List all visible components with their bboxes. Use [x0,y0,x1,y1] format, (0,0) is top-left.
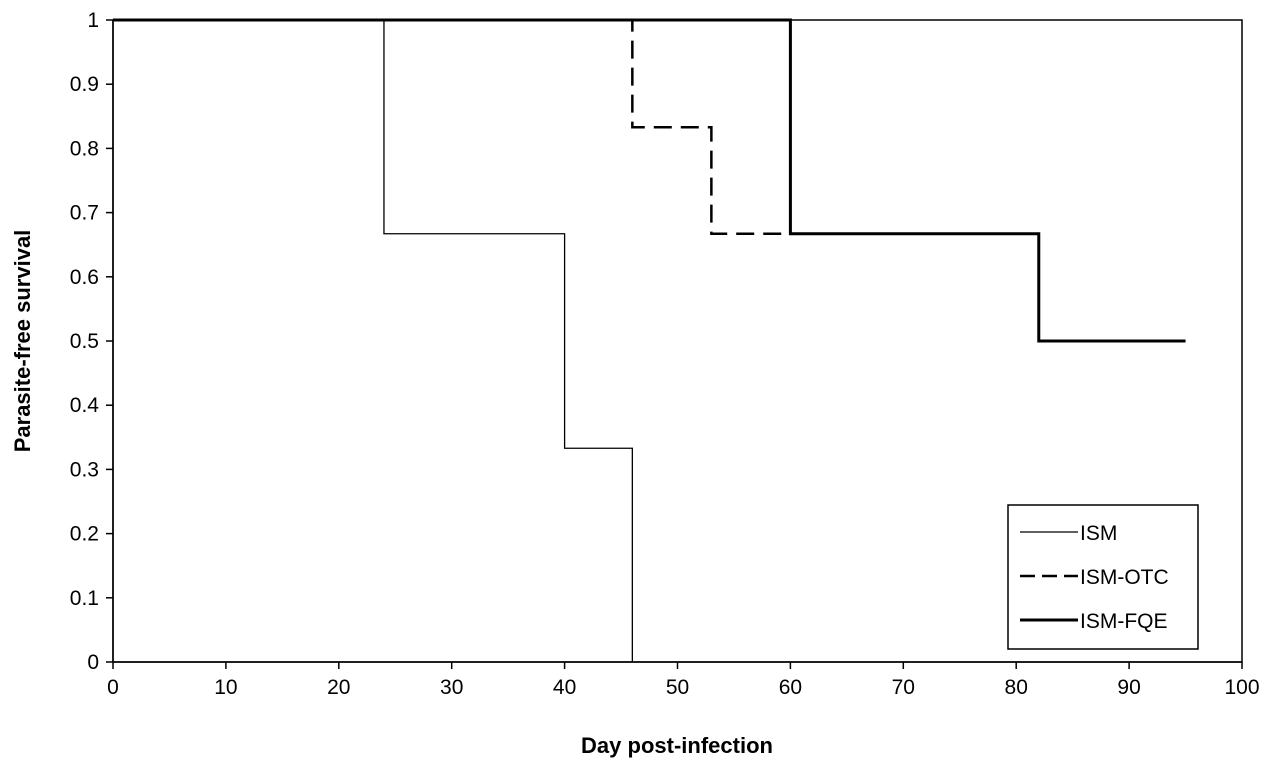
y-tick-label: 0.9 [70,73,99,96]
x-tick-label: 50 [666,676,689,699]
x-tick-label: 100 [1224,676,1259,699]
x-tick-label: 20 [327,676,350,699]
y-axis-title: Parasite-free survival [10,230,35,453]
series-layer [113,18,1186,662]
x-ticks: 0 10 20 30 40 50 60 70 80 90 100 [107,662,1260,699]
y-tick-label: 1 [87,9,99,32]
x-tick-label: 30 [440,676,463,699]
y-tick-label: 0.6 [70,266,99,289]
x-tick-label: 60 [779,676,802,699]
x-tick-label: 80 [1005,676,1028,699]
y-tick-label: 0.5 [70,330,99,353]
x-axis-title: Day post-infection [581,733,773,758]
x-tick-label: 70 [892,676,915,699]
legend-label: ISM [1080,522,1117,545]
y-ticks: 0 0.1 0.2 0.3 0.4 0.5 0.6 0.7 0.8 0.9 1 [70,9,113,674]
x-tick-label: 10 [214,676,237,699]
y-tick-label: 0 [87,651,99,674]
y-tick-label: 0.2 [70,523,99,546]
x-tick-label: 90 [1117,676,1140,699]
series-line-ism [113,19,633,662]
y-tick-label: 0.3 [70,458,99,481]
y-tick-label: 0.1 [70,587,99,610]
legend: ISM ISM-OTC ISM-FQE [1007,504,1199,650]
y-tick-label: 0.4 [70,394,100,417]
legend-label: ISM-FQE [1080,610,1168,633]
series-line-ism-fqe [113,18,1186,343]
x-tick-label: 0 [107,676,119,699]
legend-box [1007,504,1199,650]
series-line-ism-otc [113,18,791,236]
x-tick-label: 40 [553,676,576,699]
y-tick-label: 0.8 [70,137,99,160]
legend-label: ISM-OTC [1080,566,1169,589]
y-tick-label: 0.7 [70,202,99,225]
